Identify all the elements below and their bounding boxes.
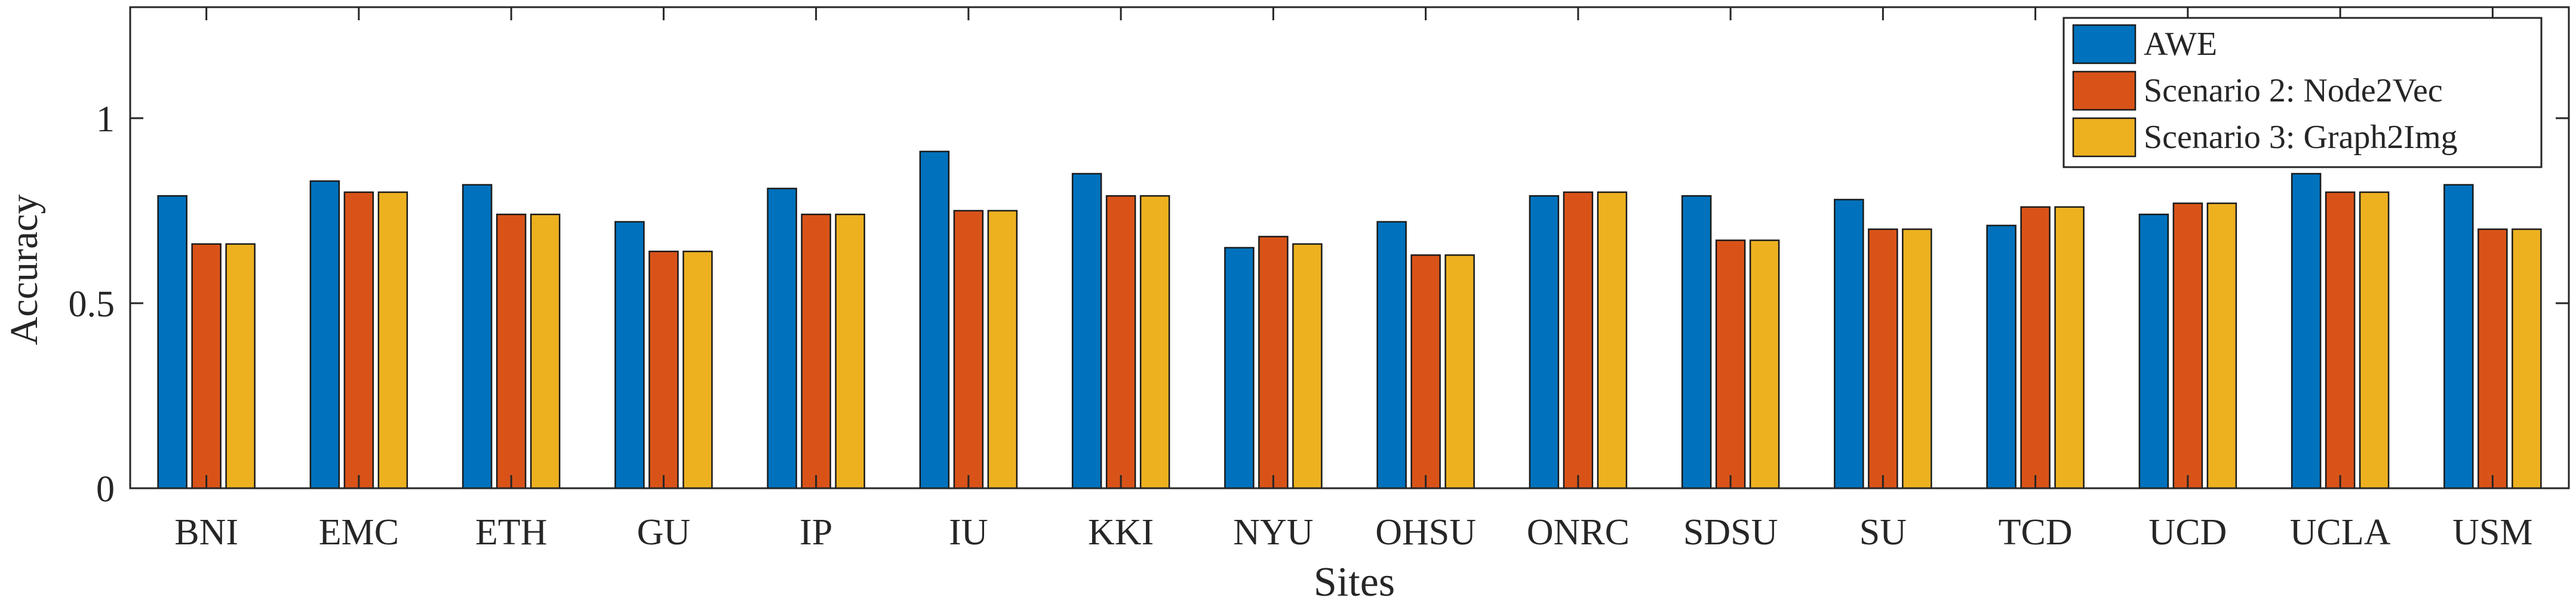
x-tick-label: ONRC: [1527, 512, 1630, 553]
bar: [1105, 195, 1136, 489]
bar: [1258, 236, 1289, 489]
bar: [2054, 206, 2085, 489]
bar: [225, 243, 256, 489]
bar: [377, 191, 408, 489]
bar: [1224, 247, 1255, 489]
bar: [496, 213, 527, 489]
bar: [343, 191, 374, 489]
bar: [919, 150, 950, 489]
bar: [1292, 243, 1323, 489]
bar: [683, 250, 713, 489]
y-tick-label: 0.5: [69, 284, 115, 325]
bar: [835, 213, 865, 489]
bar: [1563, 191, 1594, 489]
x-tick-label: OHSU: [1375, 512, 1476, 553]
bar: [2172, 202, 2203, 489]
x-tick-label: UCD: [2148, 512, 2227, 553]
bar: [1597, 191, 1628, 489]
bar: [614, 221, 645, 489]
bar: [648, 250, 679, 489]
y-tick-label: 1: [96, 99, 115, 140]
legend-swatch: [2072, 117, 2137, 158]
bars-layer: [157, 150, 2542, 489]
x-tick-label: SDSU: [1683, 512, 1778, 553]
x-tick-label: GU: [637, 512, 691, 553]
bar: [1139, 195, 1170, 489]
y-axis-label: Accuracy: [2, 195, 46, 346]
bar: [1071, 172, 1102, 489]
bar: [1529, 195, 1560, 489]
bar: [2138, 213, 2169, 489]
bar: [1681, 195, 1712, 489]
x-tick-label: EMC: [319, 512, 399, 553]
bar: [1902, 228, 1932, 489]
ticks-layer: 0 0.5 1 BNI EMC ETH GU IP IU KKI NYU OHSU ONRC SDSU SU…: [69, 7, 2569, 553]
bar: [191, 243, 222, 489]
bar: [1715, 239, 1746, 489]
bar: [1749, 239, 1780, 489]
bar: [1444, 254, 1475, 489]
x-tick-label: UCLA: [2290, 512, 2391, 553]
bar: [1376, 221, 1407, 489]
bar: [157, 195, 187, 489]
bar: [462, 184, 493, 489]
bar: [2512, 228, 2542, 489]
legend-items: AWE Scenario 2: Node2Vec Scenario 3: Graph…: [2072, 24, 2458, 158]
x-tick-label: TCD: [1999, 512, 2073, 553]
x-tick-label: SU: [1859, 512, 1907, 553]
x-tick-label: IP: [800, 512, 832, 553]
bar: [1868, 228, 1898, 489]
x-tick-label: BNI: [174, 512, 238, 553]
bar: [2291, 172, 2322, 489]
axes-layer: [129, 6, 2570, 489]
bar: [2020, 206, 2051, 489]
legend: AWE Scenario 2: Node2Vec Scenario 3: Graph…: [2062, 17, 2543, 168]
bar: [309, 180, 340, 489]
bar: [530, 213, 561, 489]
bar: [1986, 224, 2016, 489]
bar: [2359, 191, 2390, 489]
bar: [2477, 228, 2508, 489]
legend-swatch: [2072, 70, 2137, 111]
y-tick-label: 0: [96, 469, 115, 510]
x-axis-label: Sites: [1314, 559, 1395, 605]
bar: [1410, 254, 1441, 489]
legend-swatch: [2072, 24, 2137, 64]
plot-frame: [129, 6, 2570, 489]
bar: [2443, 184, 2474, 489]
x-tick-label: USM: [2452, 512, 2532, 553]
x-tick-label: KKI: [1088, 512, 1154, 553]
bar: [953, 210, 984, 489]
legend-label: Scenario 2: Node2Vec: [2144, 72, 2443, 109]
legend-box: [2062, 17, 2543, 168]
bar: [2325, 191, 2356, 489]
x-tick-label: ETH: [475, 512, 548, 553]
bar: [1834, 199, 1864, 489]
bar: [2206, 202, 2237, 489]
legend-label: AWE: [2144, 26, 2217, 63]
x-tick-label: NYU: [1233, 512, 1313, 553]
bar: [767, 187, 797, 489]
bar: [801, 213, 831, 489]
x-tick-label: IU: [949, 512, 988, 553]
legend-label: Scenario 3: Graph2Img: [2144, 119, 2458, 156]
bar: [987, 210, 1018, 489]
